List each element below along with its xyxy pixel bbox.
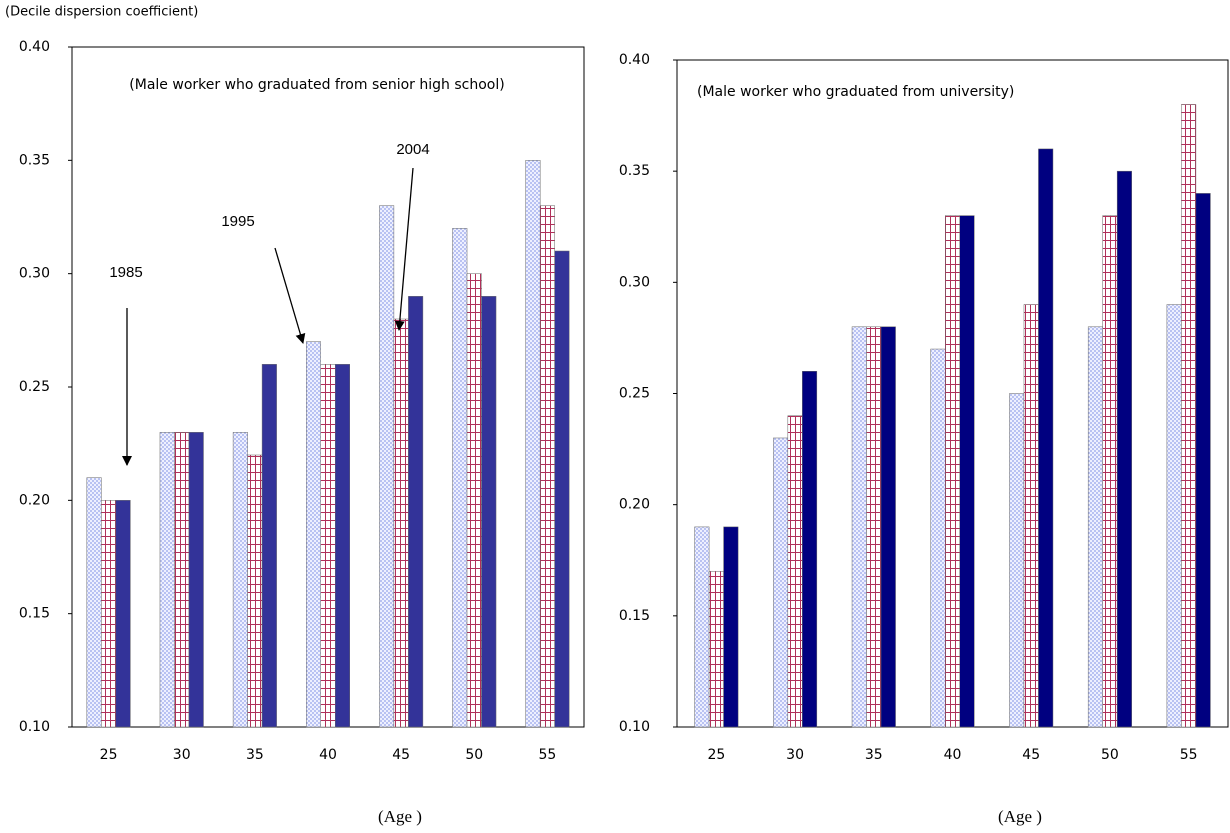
bar — [802, 371, 818, 728]
bar — [466, 273, 482, 728]
bar — [708, 571, 724, 728]
x-tick-label: 35 — [246, 747, 264, 763]
bar — [1038, 148, 1054, 728]
bar — [1023, 304, 1039, 728]
annotation-arrow — [274, 247, 306, 344]
bar — [1195, 193, 1211, 728]
x-tick-label: 45 — [392, 747, 410, 763]
bar — [539, 205, 555, 728]
y-axis-label: (Decile dispersion coefficient) — [5, 5, 198, 20]
bar — [1087, 326, 1103, 728]
y-tick-label: 0.10 — [619, 719, 650, 735]
x-tick-label: 40 — [944, 747, 962, 763]
y-tick-label: 0.25 — [19, 379, 50, 395]
bar — [1009, 393, 1025, 728]
bar — [188, 432, 204, 728]
bar — [851, 326, 867, 728]
bar — [930, 348, 946, 728]
annotation-arrow — [394, 167, 414, 331]
y-tick-label: 0.20 — [19, 492, 50, 508]
series-annotation: 1995 — [221, 213, 254, 230]
bar — [261, 364, 277, 728]
bar — [115, 500, 131, 728]
y-tick-label: 0.25 — [619, 386, 650, 402]
bar — [335, 364, 350, 728]
bar — [393, 318, 409, 728]
bar — [1181, 104, 1197, 728]
y-tick-label: 0.15 — [619, 608, 650, 624]
bar — [159, 432, 175, 728]
bar — [408, 296, 424, 728]
bar — [101, 500, 117, 728]
bar — [880, 326, 896, 728]
bar — [247, 454, 263, 728]
bar — [525, 160, 541, 728]
bar — [1166, 304, 1182, 728]
bar — [452, 228, 468, 728]
x-tick-label: 35 — [865, 747, 883, 763]
y-tick-label: 0.30 — [19, 266, 50, 282]
bar — [959, 215, 975, 728]
y-tick-label: 0.30 — [619, 274, 650, 290]
bar — [232, 432, 248, 728]
x-tick-label: 55 — [1180, 747, 1198, 763]
bar — [1102, 215, 1118, 728]
y-tick-label: 0.15 — [19, 606, 50, 622]
bar — [787, 415, 803, 728]
bar — [379, 205, 395, 728]
bar — [694, 526, 710, 728]
x-tick-label: 30 — [173, 747, 191, 763]
bar — [773, 437, 789, 728]
chart-title: (Male worker who graduated from universi… — [697, 84, 1015, 100]
x-tick-label: 55 — [539, 747, 557, 763]
bar — [554, 250, 570, 728]
x-axis-label: (Age ) — [378, 807, 422, 826]
series-annotation: 2004 — [396, 141, 429, 158]
bar — [481, 296, 497, 728]
y-tick-label: 0.35 — [19, 152, 50, 168]
bar — [866, 326, 882, 728]
y-tick-label: 0.20 — [619, 497, 650, 513]
x-tick-label: 25 — [707, 747, 725, 763]
series-annotation: 1985 — [109, 264, 142, 281]
y-tick-label: 0.40 — [619, 52, 650, 68]
bar — [174, 432, 190, 728]
x-tick-label: 50 — [465, 747, 483, 763]
y-tick-label: 0.35 — [619, 163, 650, 179]
x-tick-label: 45 — [1022, 747, 1040, 763]
bar — [86, 477, 102, 728]
x-axis-label: (Age ) — [998, 807, 1042, 826]
chart-title: (Male worker who graduated from senior h… — [129, 77, 505, 93]
bar — [723, 526, 739, 728]
x-tick-label: 25 — [100, 747, 118, 763]
x-tick-label: 30 — [786, 747, 804, 763]
bar — [306, 341, 321, 728]
bar — [945, 215, 960, 728]
x-tick-label: 50 — [1101, 747, 1119, 763]
y-tick-label: 0.40 — [19, 39, 50, 55]
bar — [1116, 170, 1132, 728]
y-tick-label: 0.10 — [19, 719, 50, 735]
x-tick-label: 40 — [319, 747, 337, 763]
bar — [320, 364, 336, 728]
